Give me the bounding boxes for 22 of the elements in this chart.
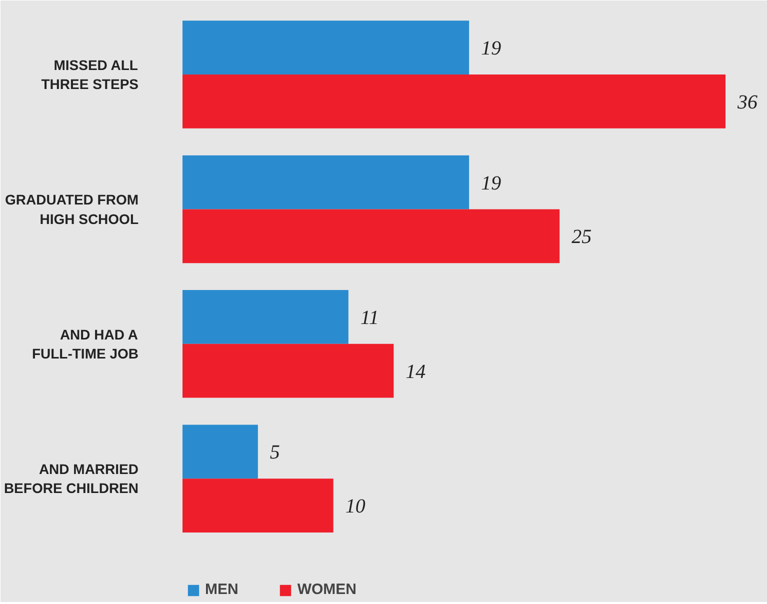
bar [182, 20, 470, 74]
legend-label: WOMEN [297, 581, 357, 598]
data-label: 36 [736, 91, 758, 114]
bar [182, 209, 560, 264]
bar [182, 478, 334, 532]
bar [182, 290, 348, 344]
y-tick-label: AND MARRIED BEFORE CHILDREN [4, 460, 139, 496]
bar [182, 424, 258, 479]
data-label: 5 [270, 442, 280, 464]
y-tick-label: GRADUATED FROM HIGH SCHOOL [4, 192, 139, 227]
bar [182, 74, 726, 128]
data-label: 10 [345, 496, 366, 518]
data-label: 19 [481, 38, 502, 60]
y-tick-label: MISSED ALL THREE STEPS [41, 56, 139, 92]
data-label: 11 [360, 306, 379, 329]
y-tick-label: AND HAD A FULL-TIME JOB [32, 326, 138, 362]
data-label: 19 [481, 172, 502, 194]
bar [182, 155, 470, 210]
data-label: 25 [572, 226, 592, 248]
data-label: 14 [406, 360, 426, 383]
legend-label: MEN [205, 581, 238, 598]
bar [182, 344, 394, 398]
